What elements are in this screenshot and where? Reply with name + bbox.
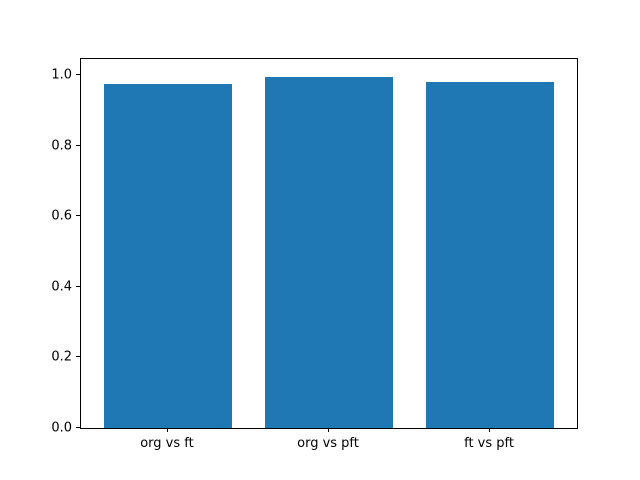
bar-org-vs-pft (264, 76, 394, 428)
x-tick-label: org vs ft (140, 436, 194, 451)
y-tick-label: 1.0 (51, 67, 72, 83)
y-tick-mark (76, 356, 80, 358)
y-tick-label: 0.0 (51, 420, 72, 436)
bar-ft-vs-pft (425, 81, 555, 428)
y-tick-label: 0.6 (51, 208, 72, 224)
x-tick-label: org vs pft (297, 436, 359, 451)
axes-plot-area (80, 58, 578, 429)
x-tick-mark (328, 428, 329, 432)
y-tick-label: 0.8 (51, 138, 72, 153)
y-tick-mark (76, 144, 80, 146)
bar-org-vs-ft (103, 83, 233, 428)
y-tick-mark (76, 73, 80, 75)
x-tick-mark (166, 428, 168, 432)
y-tick-mark (76, 215, 80, 217)
y-tick-mark (76, 427, 80, 428)
y-tick-label: 0.4 (51, 279, 72, 295)
y-tick-mark (76, 285, 80, 287)
y-tick-label: 0.2 (51, 349, 72, 365)
x-tick-mark (489, 428, 491, 432)
x-tick-label: ft vs pft (464, 436, 514, 451)
